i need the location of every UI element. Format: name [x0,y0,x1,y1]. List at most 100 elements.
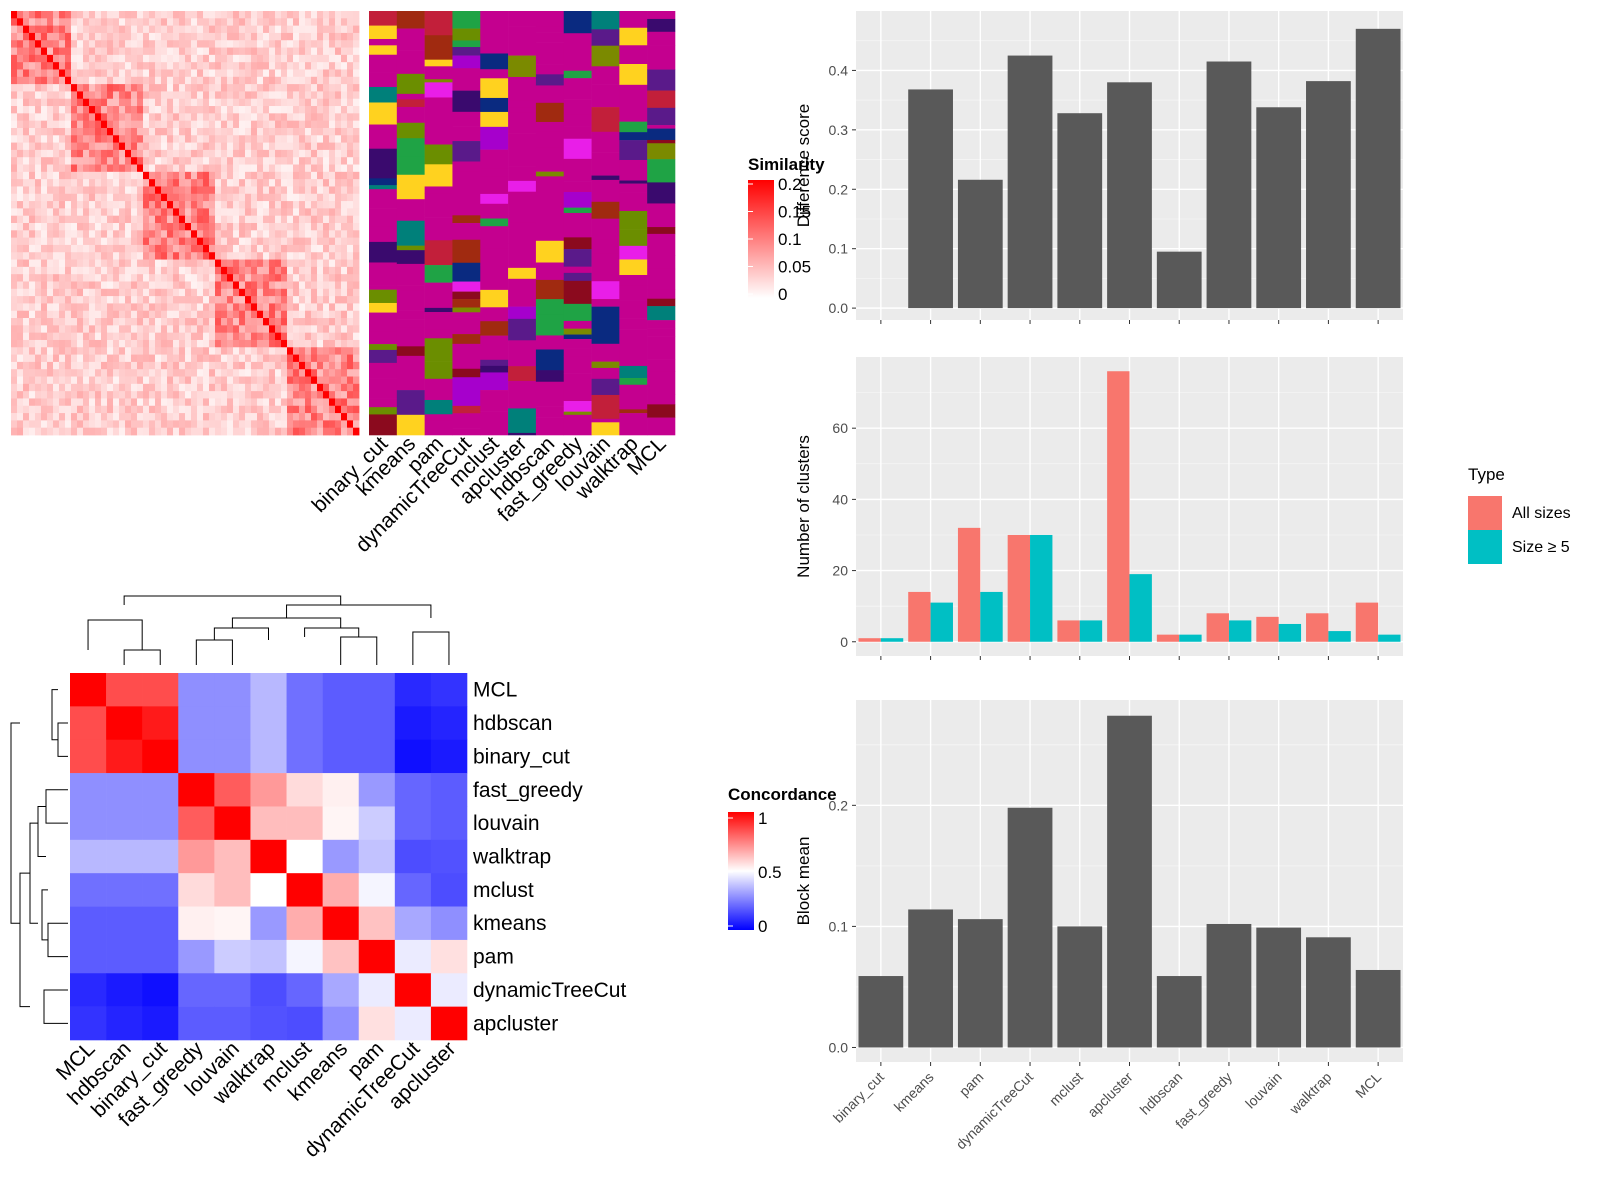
concordance-cell [70,706,107,741]
similarity-cell [227,149,234,158]
similarity-cell [221,142,228,151]
similarity-cell [329,47,336,56]
similarity-cell [113,244,120,253]
similarity-cell [149,223,156,231]
similarity-cell [101,69,108,78]
similarity-cell [251,157,258,165]
cluster-segment [369,25,398,40]
similarity-cell [71,420,78,429]
similarity-cell [23,274,30,282]
similarity-cell [275,332,282,341]
cluster-segment [424,79,453,83]
similarity-cell [347,325,354,334]
similarity-cell [155,398,162,407]
dendrogram-link [57,722,68,757]
similarity-cell [347,310,354,319]
similarity-cell [149,318,156,326]
similarity-cell [101,420,108,429]
concordance-cell [430,906,468,941]
similarity-cell [203,164,210,173]
cluster-segment [396,122,425,139]
cluster-segment [619,210,648,230]
similarity-cell [215,113,222,122]
similarity-cell [281,391,288,399]
similarity-cell [53,127,60,136]
similarity-cell [17,244,24,253]
similarity-cell [59,40,66,48]
similarity-cell [221,164,228,173]
similarity-cell [353,361,360,370]
similarity-cell [89,157,96,165]
cluster-segment [647,268,676,290]
similarity-cell [155,252,162,260]
similarity-cell [275,18,282,27]
similarity-cell [89,420,96,429]
similarity-cell [95,91,102,100]
similarity-cell [197,303,204,312]
similarity-cell [233,376,240,385]
similarity-cell [293,201,300,209]
similarity-cell [47,193,54,202]
similarity-cell [113,310,120,319]
bar [957,919,1003,1048]
cluster-segment [591,107,620,133]
similarity-cell [293,376,300,385]
similarity-cell [287,186,294,195]
similarity-cell [197,369,204,377]
similarity-cell [65,244,72,253]
similarity-cell [215,40,222,48]
similarity-cell [281,18,288,27]
similarity-cell [209,266,216,275]
similarity-cell [125,318,132,326]
cluster-segment [369,378,398,399]
similarity-cell [101,142,108,151]
similarity-cell [101,274,108,282]
similarity-cell [77,237,84,246]
similarity-cell [47,296,54,304]
similarity-cell [209,427,216,436]
similarity-cell [323,25,330,34]
similarity-cell [269,354,276,363]
similarity-cell [29,230,36,239]
cluster-segment [535,176,565,192]
cluster-segment [508,55,537,78]
similarity-cell [89,405,96,414]
similarity-cell [251,230,258,239]
similarity-cell [341,325,348,334]
similarity-cell [251,244,258,253]
similarity-cell [269,325,276,334]
similarity-cell [119,62,126,70]
similarity-cell [77,164,84,173]
cluster-segment [647,203,676,228]
similarity-cell [209,259,216,268]
similarity-cell [107,347,114,355]
similarity-cell [275,339,282,348]
similarity-cell [119,91,126,100]
similarity-cell [101,47,108,56]
similarity-cell [239,69,246,78]
similarity-cell [137,171,144,180]
bar [1355,969,1401,1048]
cluster-segment [452,141,481,162]
dendrogram-link [37,805,46,857]
similarity-cell [173,420,180,429]
similarity-cell [101,208,108,217]
similarity-cell [233,179,240,187]
similarity-cell [287,361,294,370]
similarity-cell [323,332,330,341]
similarity-cell [245,32,252,41]
similarity-cell [263,120,270,129]
similarity-cell [53,62,60,70]
cluster-segment [535,349,565,371]
similarity-cell [35,230,42,239]
similarity-cell [197,274,204,282]
similarity-cell [119,347,126,355]
similarity-cell [47,252,54,260]
similarity-cell [119,296,126,304]
similarity-cell [191,318,198,326]
similarity-cell [239,376,246,385]
similarity-cell [185,62,192,70]
similarity-cell [353,281,360,290]
similarity-cell [341,244,348,253]
similarity-cell [257,98,264,107]
